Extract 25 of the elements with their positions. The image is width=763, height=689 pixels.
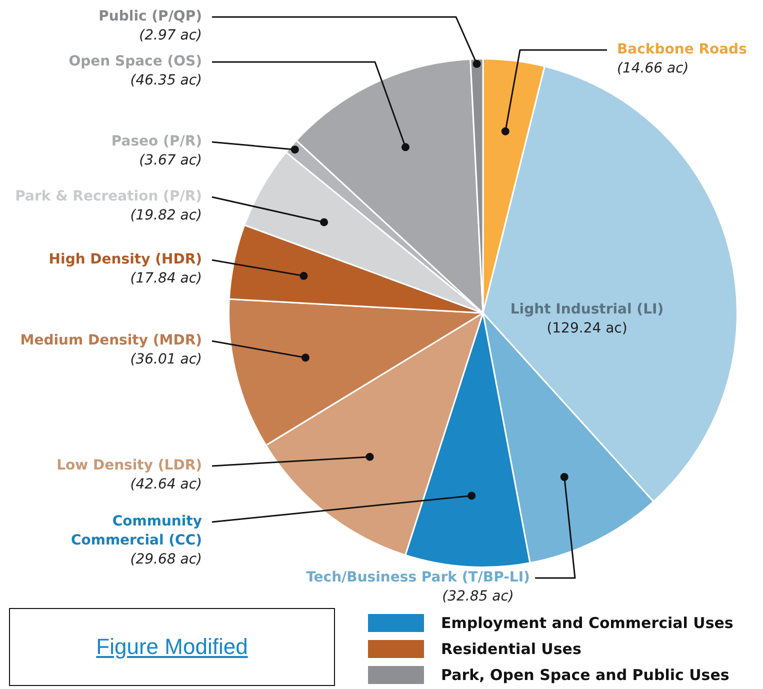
data-label: (129.24 ac) [546, 320, 628, 337]
data-label: (29.68 ac) [130, 552, 202, 568]
text: Employment and Commercial Uses [441, 614, 734, 632]
slice-label: Backbone Roads [617, 42, 747, 58]
text: Park, Open Space and Public Uses [441, 666, 730, 684]
slice-label: Light Industrial (LI) [510, 302, 664, 318]
data-label: (3.67 ac) [139, 152, 202, 169]
slice-label: Tech/Business Park (T/BP-LI) [306, 570, 530, 586]
data-label: (46.35 ac) [130, 72, 202, 89]
data-label: (17.84 ac) [130, 270, 202, 287]
data-label: (32.85 ac) [442, 588, 514, 605]
data-label: (36.01 ac) [130, 352, 202, 368]
data-label: (14.66 ac) [617, 60, 689, 77]
slice-label: Open Space (OS) [68, 54, 202, 70]
data-label: (2.97 ac) [139, 28, 202, 44]
slice-label: Community Commercial (CC) [70, 514, 202, 549]
slice-label: Paseo (P/R) [111, 134, 202, 150]
slice-label: High Density (HDR) [48, 252, 202, 268]
slice-label: Low Density (LDR) [56, 458, 202, 474]
data-label: (19.82 ac) [130, 208, 202, 224]
slice-label: Public (P/QP) [98, 8, 202, 25]
data-label: (42.64 ac) [130, 476, 202, 493]
text: Figure Modified [96, 634, 248, 660]
slice-label: Medium Density (MDR) [20, 332, 202, 349]
text: Residential Uses [441, 640, 582, 658]
